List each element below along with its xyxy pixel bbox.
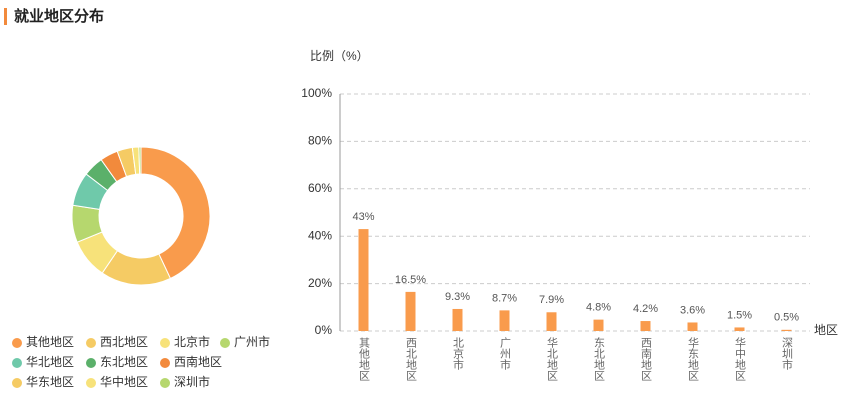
x-tick-label: 广州市 <box>499 337 512 371</box>
y-tick-label: 80% <box>308 134 332 148</box>
legend-label: 华北地区 <box>26 355 74 369</box>
legend-swatch <box>160 378 170 388</box>
bar <box>687 322 698 331</box>
legend-swatch <box>12 358 22 368</box>
legend-label: 其他地区 <box>26 335 74 349</box>
value-label: 0.5% <box>774 312 799 324</box>
bar <box>405 291 416 331</box>
value-label: 16.5% <box>395 274 426 286</box>
legend-swatch <box>86 378 96 388</box>
bar <box>781 329 792 331</box>
bar <box>452 308 463 331</box>
value-label: 4.2% <box>633 303 658 315</box>
legend-swatch <box>12 338 22 348</box>
y-tick-label: 0% <box>315 323 333 337</box>
legend-label: 西北地区 <box>100 335 148 349</box>
bar <box>358 229 369 331</box>
bar <box>734 327 745 331</box>
legend-label: 广州市 <box>234 334 270 349</box>
legend-swatch <box>86 358 96 368</box>
legend-label: 西南地区 <box>174 354 222 369</box>
value-label: 4.8% <box>586 302 611 314</box>
y-tick-label: 20% <box>308 276 332 290</box>
y-tick-label: 40% <box>308 228 332 242</box>
legend-label: 华东地区 <box>26 375 74 389</box>
x-tick-label: 西南地区 <box>640 337 653 381</box>
value-label: 7.9% <box>539 294 564 306</box>
bar <box>593 319 604 331</box>
legend-label: 华中地区 <box>100 374 148 389</box>
legend-swatch <box>160 338 170 348</box>
bar <box>640 321 651 331</box>
bar <box>546 312 557 331</box>
value-label: 1.5% <box>727 309 752 321</box>
legend-label: 深圳市 <box>174 374 210 389</box>
legend-swatch <box>12 378 22 388</box>
legend-swatch <box>160 358 170 368</box>
pie-slice <box>140 146 211 280</box>
value-label: 43% <box>352 211 374 223</box>
y-tick-label: 60% <box>308 181 332 195</box>
x-tick-label: 深圳市 <box>781 337 794 371</box>
page-title: 就业地区分布 <box>14 7 104 25</box>
value-label: 3.6% <box>680 304 705 316</box>
value-label: 8.7% <box>492 292 517 304</box>
y-tick-label: 100% <box>301 86 332 100</box>
y-axis-label: 比例（%） <box>310 49 369 63</box>
title-accent <box>4 8 7 25</box>
x-tick-label: 华中地区 <box>734 336 747 381</box>
x-tick-label: 华东地区 <box>687 336 700 381</box>
x-tick-label: 北京市 <box>452 337 465 371</box>
x-tick-label: 东北地区 <box>593 337 606 381</box>
bar <box>499 310 510 331</box>
value-label: 9.3% <box>445 291 470 303</box>
x-tick-label: 西北地区 <box>405 337 418 381</box>
x-axis-label: 地区 <box>814 323 838 337</box>
x-tick-label: 其他地区 <box>358 337 371 381</box>
pie-slice <box>138 146 142 175</box>
legend-swatch <box>220 338 230 348</box>
legend-label: 东北地区 <box>100 355 148 369</box>
legend-label: 北京市 <box>174 334 210 349</box>
x-tick-label: 华北地区 <box>546 336 559 381</box>
legend-swatch <box>86 338 96 348</box>
